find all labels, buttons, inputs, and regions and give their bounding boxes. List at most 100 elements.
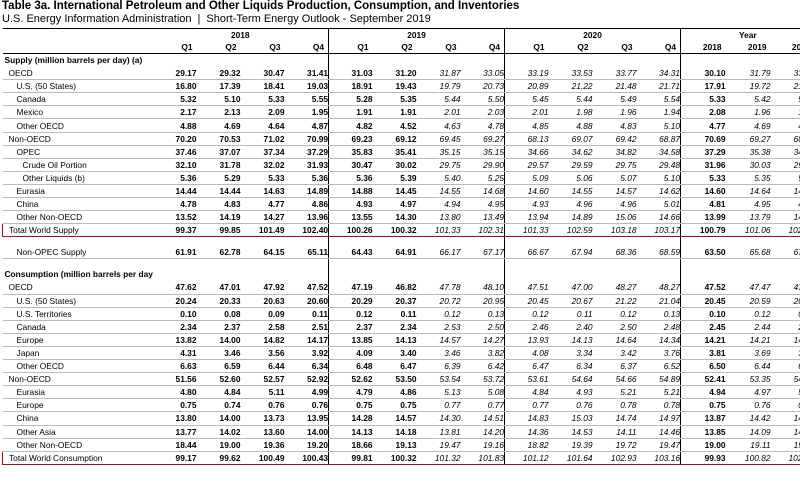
data-cell: 29.57 [504, 158, 549, 172]
data-cell: 32.10 [152, 158, 197, 172]
data-cell: 2.03 [460, 105, 505, 120]
data-cell: 37.29 [680, 145, 726, 159]
table-row: U.S. Territories 0.10 0.08 0.09 0.11 0.12 0.11… [2, 307, 800, 321]
data-cell: 3.82 [460, 346, 505, 361]
data-cell: 2.09 [240, 105, 285, 120]
empty-cell [153, 237, 197, 246]
empty-cell [241, 237, 285, 246]
empty-cell [771, 268, 800, 281]
quarter-header: Q4 [284, 41, 329, 54]
data-cell: 2.50 [592, 320, 637, 334]
data-cell: 0.11 [372, 307, 417, 321]
data-cell: 2.58 [240, 320, 285, 334]
data-cell: 5.44 [548, 92, 593, 107]
empty-cell [593, 268, 637, 281]
table-row: OECD 29.17 29.32 30.47 31.41 31.03 31.20 31.87 3… [2, 66, 800, 81]
empty-cell [197, 259, 241, 268]
data-cell: 47.52 [680, 281, 726, 295]
data-cell: 2.46 [504, 320, 549, 334]
section-heading: Supply (million barrels per day) (a) [4, 55, 143, 66]
data-cell: 19.03 [284, 79, 329, 94]
data-cell: 20.95 [460, 294, 505, 308]
empty-cell [771, 259, 800, 268]
empty-cell [680, 236, 726, 246]
empty-cell [504, 258, 549, 268]
table-row: Europe 13.82 14.00 14.82 14.17 13.85 14.13 14.5… [2, 333, 800, 347]
section-heading: Consumption (million barrels per day) (c… [4, 269, 153, 280]
data-cell: 70.20 [152, 132, 197, 146]
data-cell: 21.22 [548, 79, 593, 94]
data-cell: 19.43 [372, 79, 417, 94]
empty-cell [593, 54, 637, 67]
data-cell: 30.03 [725, 158, 771, 172]
data-cell: 14.60 [680, 184, 726, 199]
data-cell: 69.45 [416, 132, 461, 146]
data-cell: 48.27 [592, 281, 637, 295]
data-cell: 1.98 [548, 105, 593, 120]
data-cell: 100.32 [372, 223, 417, 238]
data-cell: 14.60 [504, 184, 549, 199]
data-cell: 19.39 [548, 438, 593, 452]
data-cell: 69.12 [372, 132, 417, 146]
empty-cell [504, 267, 549, 281]
data-cell: 31.79 [725, 66, 771, 81]
data-cell: 47.52 [284, 281, 329, 295]
data-cell: 0.12 [770, 307, 800, 321]
data-cell: 54.64 [548, 372, 593, 387]
data-cell: 102.31 [460, 223, 505, 238]
table-row: Eurasia 4.80 4.84 5.11 4.99 4.79 4.86 5.13 5.08 4… [2, 385, 800, 400]
data-cell: 2.34 [152, 320, 197, 334]
quarter-header: Q2 [372, 41, 417, 54]
data-cell: 4.69 [196, 118, 241, 133]
quarter-header: Q2 [196, 41, 241, 54]
data-cell: 5.08 [460, 385, 505, 400]
empty-cell [504, 236, 549, 246]
data-cell: 102.57 [770, 223, 800, 238]
data-cell: 61.91 [152, 245, 197, 260]
data-cell: 70.53 [196, 132, 241, 146]
data-cell: 0.12 [725, 307, 771, 321]
data-cell: 14.57 [416, 333, 461, 347]
data-cell: 69.27 [460, 132, 505, 146]
data-cell: 19.79 [416, 79, 461, 94]
data-cell: 6.63 [152, 359, 197, 374]
data-cell: 64.15 [240, 245, 285, 260]
row-label: China [2, 411, 153, 426]
data-cell: 14.57 [372, 411, 417, 426]
data-cell: 47.01 [196, 281, 241, 295]
data-cell: 0.75 [152, 398, 197, 413]
data-cell: 14.13 [328, 425, 373, 439]
row-label: OECD [2, 66, 153, 81]
data-cell: 2.01 [504, 105, 549, 120]
table-row: Europe 0.75 0.74 0.76 0.76 0.75 0.75 0.77 0.77 0.… [2, 398, 800, 413]
data-cell: 13.73 [240, 411, 285, 426]
data-cell: 70.99 [284, 132, 329, 146]
table-row: Non-OECD 70.20 70.53 71.02 70.99 69.23 69.12 69… [2, 132, 800, 146]
data-cell: 54.66 [592, 372, 637, 387]
data-cell: 19.00 [680, 438, 726, 452]
data-cell: 20.63 [240, 294, 285, 308]
data-cell: 5.01 [636, 197, 681, 212]
row-label: Other Non-OECD [2, 210, 153, 225]
data-cell: 2.17 [152, 105, 197, 120]
header-corner [2, 28, 153, 41]
data-cell: 19.47 [416, 438, 461, 452]
data-cell: 65.68 [725, 245, 771, 260]
empty-cell [241, 259, 285, 268]
quarter-header: Q4 [636, 41, 681, 54]
data-cell: 4.83 [592, 118, 637, 133]
empty-cell [549, 237, 593, 246]
row-label: Non-OPEC Supply [2, 245, 153, 260]
data-cell: 99.37 [152, 223, 197, 238]
data-cell: 68.36 [592, 245, 637, 260]
quarter-header: 2020 [770, 41, 800, 54]
table-row: Other OECD 6.63 6.59 6.44 6.34 6.48 6.47 6.39 6.… [2, 359, 800, 374]
data-cell: 19.13 [372, 438, 417, 452]
data-cell: 14.26 [770, 333, 800, 347]
row-label: U.S. Territories [2, 307, 153, 321]
nonopec-row: Non-OPEC Supply 61.91 62.78 64.15 65.11 64.43… [2, 245, 800, 260]
empty-cell [373, 259, 417, 268]
data-cell: 4.93 [504, 197, 549, 212]
data-cell: 5.11 [240, 385, 285, 400]
data-cell: 13.95 [284, 411, 329, 426]
